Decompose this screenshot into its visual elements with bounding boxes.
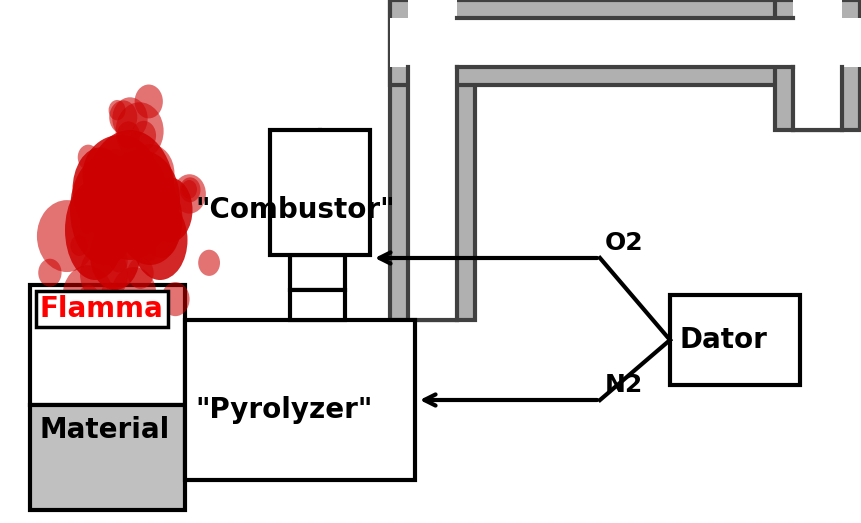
Ellipse shape [142, 169, 160, 191]
Text: Dator: Dator [679, 326, 767, 354]
Bar [792, 0, 841, 130]
Ellipse shape [108, 100, 126, 120]
Ellipse shape [127, 257, 153, 289]
Bar [30, 285, 185, 405]
Text: "Pyrolyzer": "Pyrolyzer" [195, 396, 372, 424]
Ellipse shape [38, 259, 61, 287]
Ellipse shape [109, 250, 127, 272]
Ellipse shape [117, 175, 183, 265]
Bar [669, 295, 799, 385]
Ellipse shape [113, 154, 166, 218]
Ellipse shape [78, 285, 99, 310]
Ellipse shape [37, 200, 96, 272]
Ellipse shape [145, 218, 178, 258]
Ellipse shape [65, 180, 125, 280]
Ellipse shape [77, 145, 99, 170]
Text: Pyrolys: Pyrolys [40, 296, 156, 324]
Ellipse shape [198, 249, 220, 276]
Ellipse shape [128, 209, 148, 233]
Ellipse shape [133, 200, 188, 280]
Ellipse shape [134, 85, 163, 118]
Text: N2: N2 [604, 373, 642, 397]
Ellipse shape [71, 235, 88, 256]
Bar [774, 0, 859, 130]
Ellipse shape [83, 135, 158, 215]
Ellipse shape [85, 130, 175, 260]
Bar [289, 290, 344, 320]
Ellipse shape [115, 102, 164, 160]
Ellipse shape [181, 180, 197, 199]
Ellipse shape [141, 243, 157, 262]
Ellipse shape [173, 174, 206, 213]
Text: Material: Material [40, 416, 170, 444]
Ellipse shape [102, 154, 125, 181]
Text: Flamma: Flamma [40, 295, 164, 323]
Ellipse shape [117, 121, 139, 149]
Bar [389, 0, 861, 85]
Text: "Combustor": "Combustor" [195, 196, 394, 224]
Ellipse shape [72, 147, 127, 233]
Ellipse shape [100, 150, 180, 250]
Ellipse shape [90, 150, 139, 209]
Ellipse shape [80, 245, 128, 303]
Ellipse shape [109, 100, 137, 134]
Ellipse shape [161, 282, 189, 316]
Ellipse shape [108, 161, 163, 227]
Bar [269, 130, 369, 255]
Bar [30, 405, 185, 510]
Ellipse shape [112, 97, 147, 140]
Ellipse shape [138, 189, 158, 212]
Bar [389, 0, 474, 320]
Ellipse shape [108, 215, 137, 251]
Ellipse shape [111, 267, 156, 321]
Text: O2: O2 [604, 231, 643, 255]
Ellipse shape [103, 172, 147, 224]
Ellipse shape [63, 265, 113, 326]
Ellipse shape [70, 155, 139, 265]
Ellipse shape [90, 220, 139, 290]
Ellipse shape [131, 121, 156, 151]
Ellipse shape [101, 282, 119, 304]
Ellipse shape [180, 177, 201, 202]
Ellipse shape [125, 144, 174, 203]
Ellipse shape [119, 168, 135, 188]
Bar [407, 0, 456, 320]
Bar [185, 320, 414, 480]
Ellipse shape [79, 216, 95, 234]
Ellipse shape [147, 177, 192, 243]
Ellipse shape [128, 187, 167, 233]
Bar [389, 18, 861, 67]
Ellipse shape [113, 170, 133, 195]
Ellipse shape [137, 163, 152, 180]
Bar [289, 255, 344, 290]
